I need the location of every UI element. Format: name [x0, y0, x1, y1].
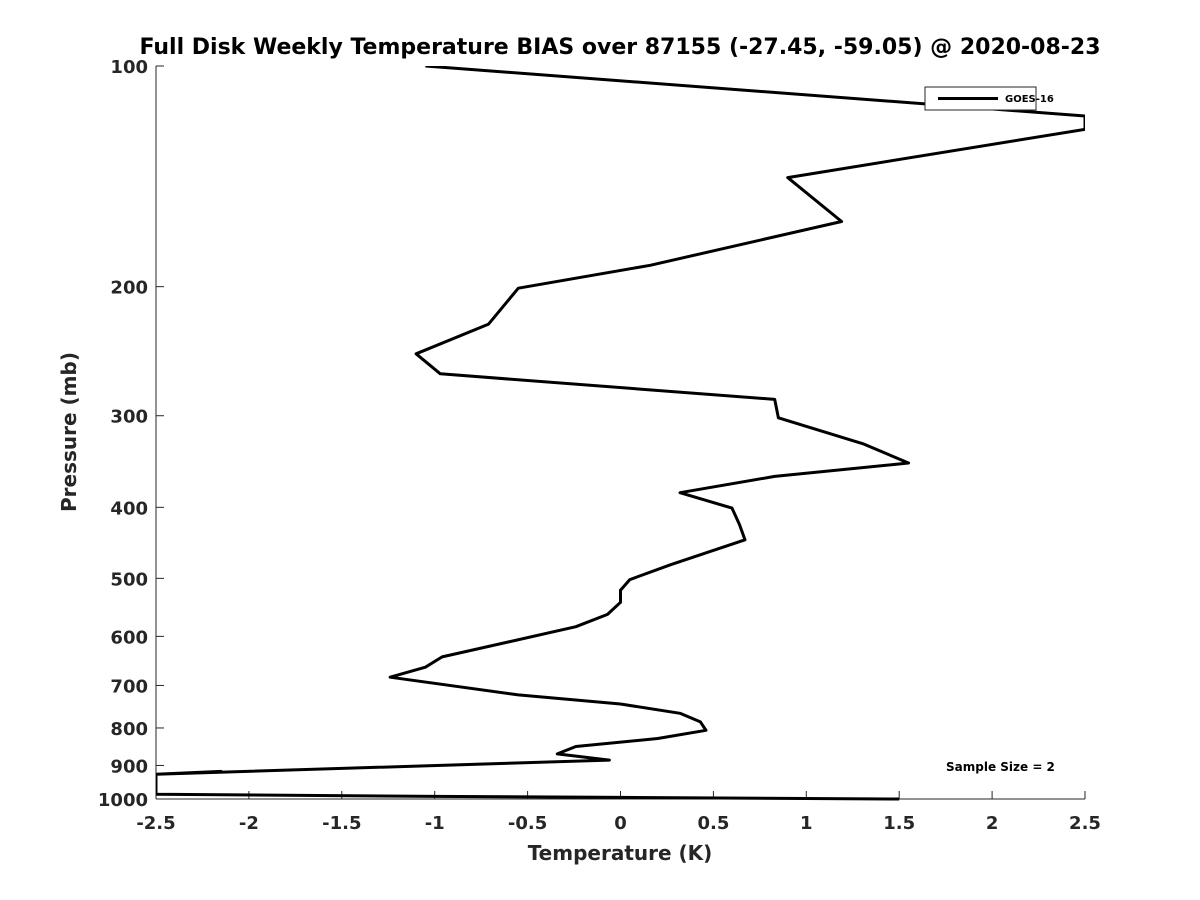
x-tick-label: 2.5	[1069, 813, 1101, 834]
y-tick-label: 200	[110, 278, 148, 299]
x-tick-label: 1.5	[883, 813, 915, 834]
x-tick-label: -2	[239, 813, 259, 834]
x-tick-label: -2.5	[136, 813, 175, 834]
y-tick-label: 300	[110, 407, 148, 428]
x-tick-label: 0	[614, 813, 627, 834]
y-tick-label: 900	[110, 756, 148, 777]
y-tick-label: 500	[110, 569, 148, 590]
plot-area	[155, 66, 1085, 800]
series-line-goes-16	[156, 66, 1085, 801]
y-tick-label: 700	[110, 676, 148, 697]
y-tick-label: 600	[110, 627, 148, 648]
x-axis-label: Temperature (K)	[528, 841, 713, 865]
x-axis-ticks: -2.5 -2 -1.5 -1 -0.5 0 0.5 1 1.5 2 2.5	[136, 791, 1101, 834]
x-tick-label: 2	[986, 813, 999, 834]
y-axis-ticks: 100 200 300 400 500 600 700 800 900 1000	[98, 57, 164, 811]
chart-title: Full Disk Weekly Temperature BIAS over 8…	[139, 35, 1100, 60]
y-tick-label: 800	[110, 719, 148, 740]
y-axis-label: Pressure (mb)	[57, 352, 81, 512]
y-tick-label: 100	[110, 57, 148, 78]
x-tick-label: -0.5	[508, 813, 547, 834]
sample-size-annotation: Sample Size = 2	[946, 760, 1055, 774]
y-tick-label: 400	[110, 498, 148, 519]
legend-label-goes-16: GOES-16	[1005, 94, 1054, 105]
x-tick-label: 1	[800, 813, 813, 834]
x-tick-label: -1	[425, 813, 445, 834]
x-tick-label: 0.5	[697, 813, 729, 834]
series-layer	[156, 66, 1085, 801]
y-tick-label: 1000	[98, 790, 148, 811]
legend: GOES-16	[924, 86, 1054, 111]
x-tick-label: -1.5	[322, 813, 361, 834]
